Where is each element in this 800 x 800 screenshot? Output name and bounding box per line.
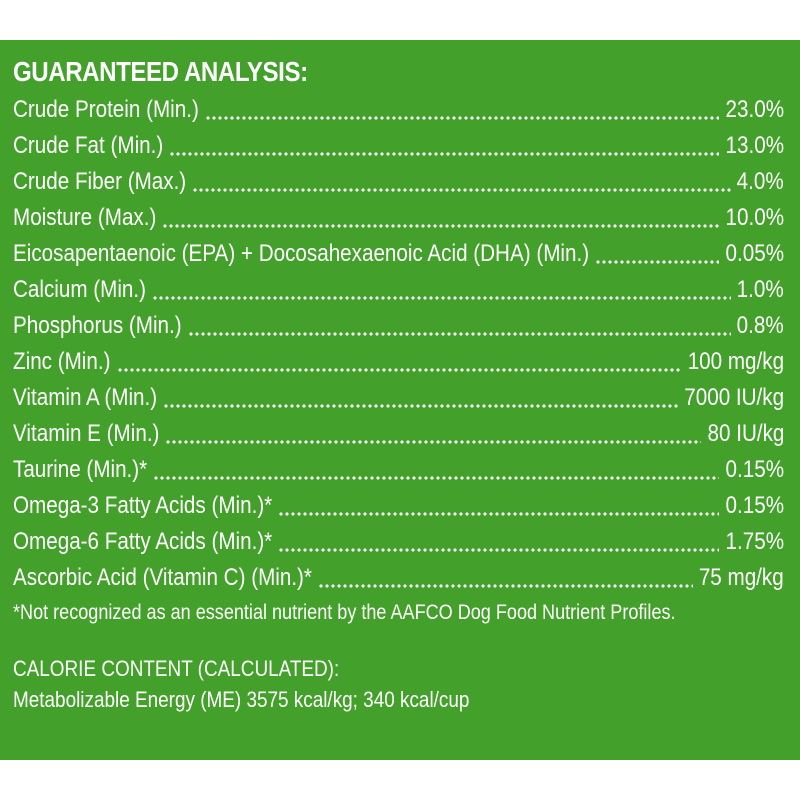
guaranteed-analysis-heading: GUARANTEED ANALYSIS:: [13, 56, 308, 87]
row-value: 0.05%: [725, 240, 784, 267]
row-label: Crude Fiber (Max.): [13, 168, 187, 195]
analysis-row: Omega-3 Fatty Acids (Min.)* 0.15%: [13, 488, 784, 524]
row-label: Ascorbic Acid (Vitamin C) (Min.)*: [13, 564, 312, 591]
row-label: Zinc (Min.): [13, 348, 111, 375]
dot-leader: [192, 171, 731, 193]
analysis-row: Phosphorus (Min.) 0.8%: [13, 308, 784, 344]
analysis-row: Crude Protein (Min.) 23.0%: [13, 92, 784, 128]
dot-leader: [153, 459, 720, 481]
row-label: Crude Protein (Min.): [13, 96, 199, 123]
dot-leader: [169, 135, 720, 157]
row-value: 10.0%: [725, 204, 784, 231]
analysis-row: Omega-6 Fatty Acids (Min.)* 1.75%: [13, 524, 784, 560]
row-value: 100 mg/kg: [687, 348, 784, 375]
row-value: 80 IU/kg: [707, 420, 784, 447]
row-value: 4.0%: [736, 168, 784, 195]
dot-leader: [187, 315, 731, 337]
row-value: 0.15%: [725, 456, 784, 483]
dot-leader: [278, 531, 720, 553]
row-value: 13.0%: [725, 132, 784, 159]
analysis-row: Vitamin E (Min.) 80 IU/kg: [13, 416, 784, 452]
row-value: 1.0%: [736, 276, 784, 303]
row-label: Calcium (Min.): [13, 276, 147, 303]
analysis-row: Vitamin A (Min.) 7000 IU/kg: [13, 380, 784, 416]
dot-leader: [595, 243, 720, 265]
dot-leader: [162, 207, 720, 229]
nutrition-panel: GUARANTEED ANALYSIS: Crude Protein (Min.…: [0, 40, 800, 760]
dot-leader: [116, 351, 682, 373]
row-value: 7000 IU/kg: [684, 384, 784, 411]
calorie-content-heading: CALORIE CONTENT (CALCULATED):: [13, 656, 340, 681]
row-label: Taurine (Min.)*: [13, 456, 148, 483]
row-label: Eicosapentaenoic (EPA) + Docosahexaenoic…: [13, 240, 590, 267]
row-label: Vitamin E (Min.): [13, 420, 160, 447]
row-value: 1.75%: [725, 528, 784, 555]
analysis-row: Taurine (Min.)* 0.15%: [13, 452, 784, 488]
analysis-row: Moisture (Max.) 10.0%: [13, 200, 784, 236]
calorie-content-text: Metabolizable Energy (ME) 3575 kcal/kg; …: [13, 687, 470, 712]
analysis-row: Zinc (Min.) 100 mg/kg: [13, 344, 784, 380]
analysis-list: Crude Protein (Min.) 23.0% Crude Fat (Mi…: [13, 92, 784, 596]
row-label: Crude Fat (Min.): [13, 132, 164, 159]
dot-leader: [278, 495, 720, 517]
dot-leader: [163, 387, 679, 409]
row-value: 0.8%: [736, 312, 784, 339]
row-value: 23.0%: [725, 96, 784, 123]
row-label: Vitamin A (Min.): [13, 384, 158, 411]
row-label: Omega-6 Fatty Acids (Min.)*: [13, 528, 273, 555]
row-value: 75 mg/kg: [699, 564, 784, 591]
analysis-row: Crude Fiber (Max.) 4.0%: [13, 164, 784, 200]
analysis-row: Ascorbic Acid (Vitamin C) (Min.)* 75 mg/…: [13, 560, 784, 596]
analysis-row: Crude Fat (Min.) 13.0%: [13, 128, 784, 164]
aafco-footnote: *Not recognized as an essential nutrient…: [13, 601, 676, 624]
analysis-row: Calcium (Min.) 1.0%: [13, 272, 784, 308]
dot-leader: [152, 279, 731, 301]
dot-leader: [165, 423, 702, 445]
analysis-row: Eicosapentaenoic (EPA) + Docosahexaenoic…: [13, 236, 784, 272]
row-label: Moisture (Max.): [13, 204, 157, 231]
row-value: 0.15%: [725, 492, 784, 519]
dot-leader: [204, 99, 720, 121]
row-label: Phosphorus (Min.): [13, 312, 182, 339]
dot-leader: [317, 567, 694, 589]
row-label: Omega-3 Fatty Acids (Min.)*: [13, 492, 273, 519]
